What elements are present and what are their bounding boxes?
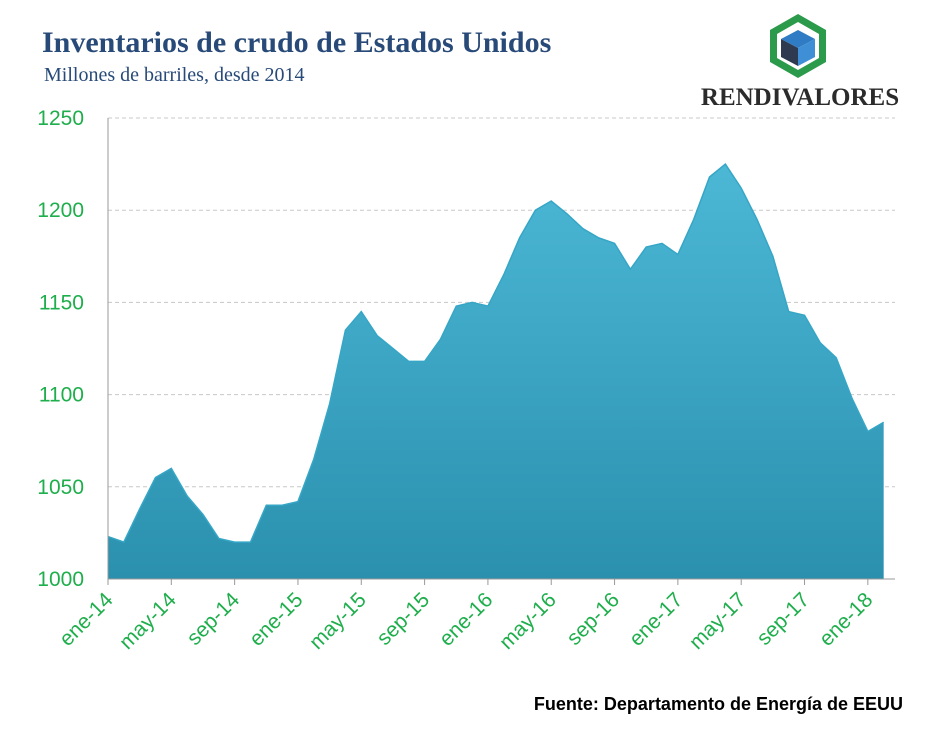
logo-text: RENDIVALORES xyxy=(701,84,899,111)
x-tick-label: sep-14 xyxy=(183,588,245,650)
x-tick-label: may-17 xyxy=(685,588,751,654)
x-tick-label: ene-15 xyxy=(245,588,308,651)
y-tick-label: 1150 xyxy=(39,291,84,314)
chart-subtitle: Millones de barriles, desde 2014 xyxy=(44,64,305,86)
logo-icon xyxy=(770,14,826,78)
x-tick-label: ene-14 xyxy=(55,588,118,651)
y-tick-label: 1050 xyxy=(37,476,84,499)
y-tick-label: 1100 xyxy=(39,384,84,407)
x-tick-label: sep-15 xyxy=(372,588,434,650)
y-tick-label: 1000 xyxy=(37,568,84,591)
area-line xyxy=(107,162,885,544)
x-tick-label: sep-16 xyxy=(562,588,624,650)
source: Fuente: Departamento de Energía de EEUU xyxy=(534,694,903,714)
x-tick-label: may-14 xyxy=(115,588,181,654)
x-tick-label: ene-16 xyxy=(435,588,498,651)
x-tick-label: ene-18 xyxy=(815,588,878,651)
x-tick-label: ene-17 xyxy=(625,588,688,651)
x-tick-label: may-15 xyxy=(305,588,371,654)
y-tick-label: 1250 xyxy=(37,107,84,130)
chart-title: Inventarios de crudo de Estados Unidos xyxy=(42,26,551,59)
x-tick-label: sep-17 xyxy=(752,588,814,650)
y-tick-label: 1200 xyxy=(37,199,84,222)
x-tick-label: may-16 xyxy=(495,588,561,654)
area-fill xyxy=(108,164,884,579)
